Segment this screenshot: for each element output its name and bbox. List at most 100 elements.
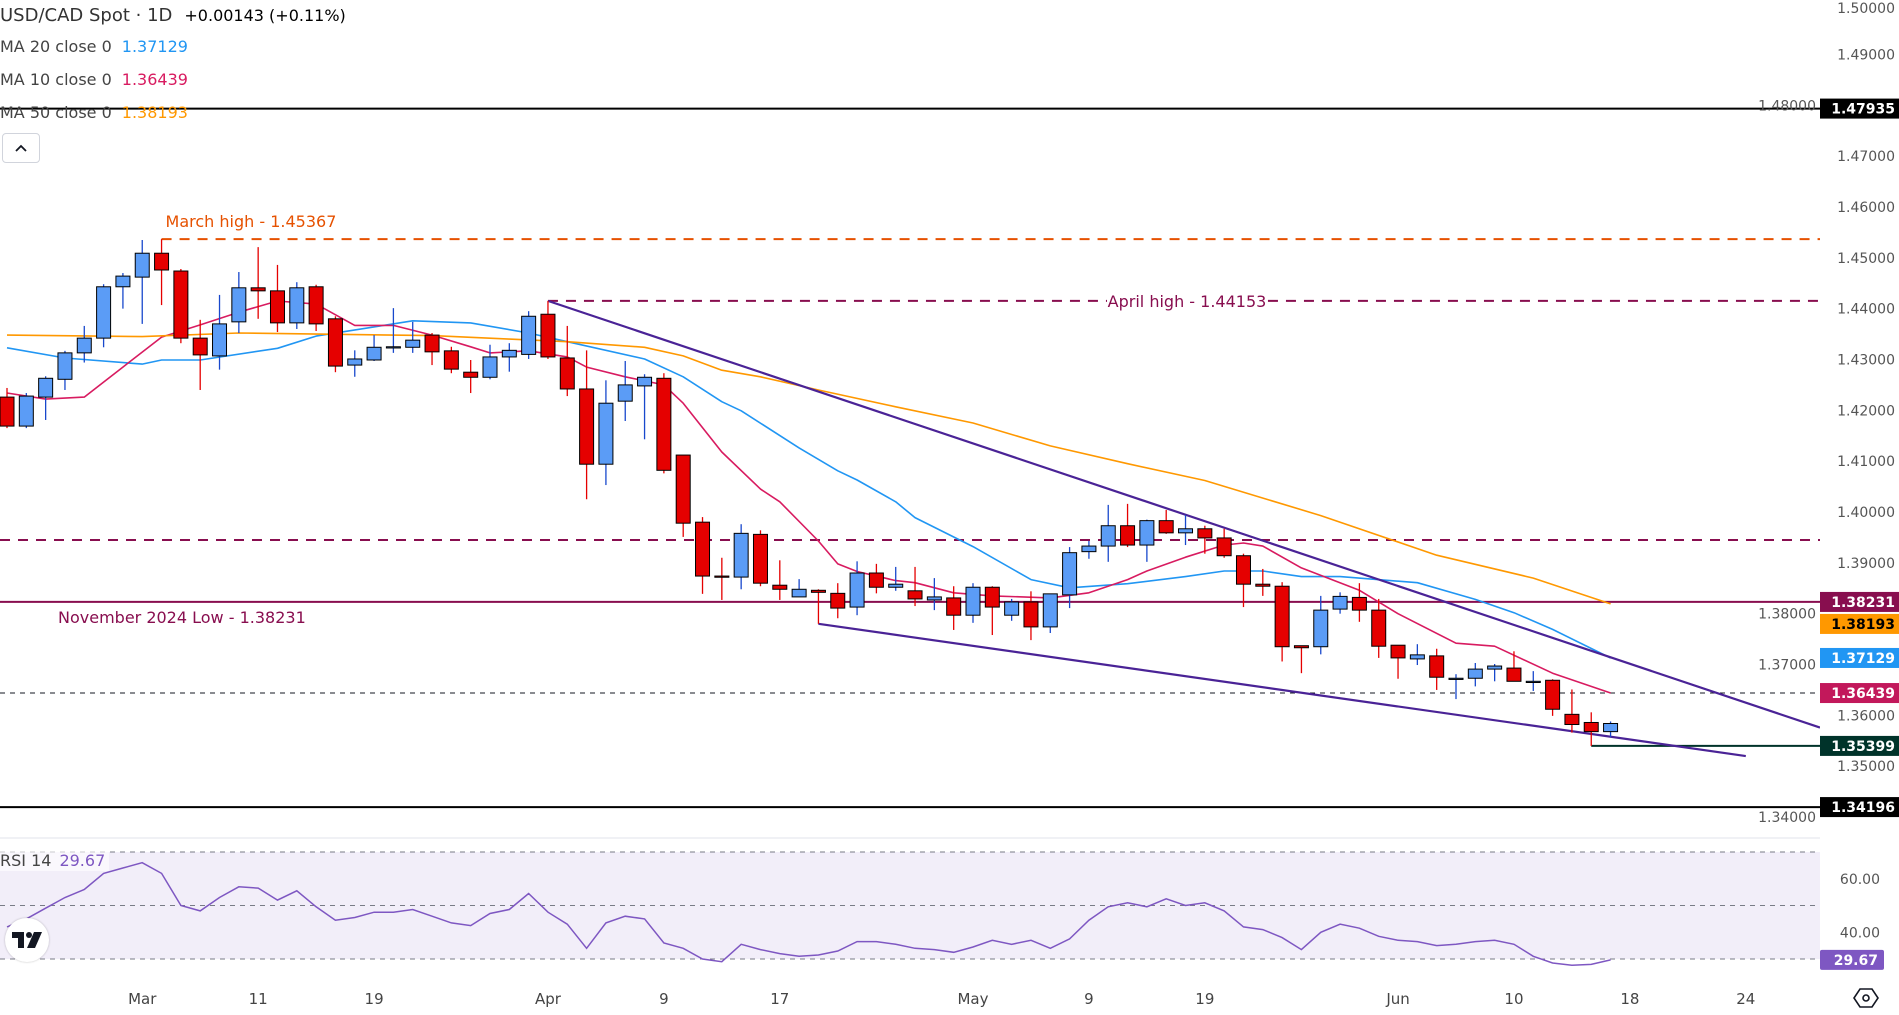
candle-body (1120, 525, 1136, 546)
price-tick-label: 1.40000 (1837, 505, 1895, 521)
candle (1506, 651, 1522, 682)
candle-body (907, 590, 923, 600)
candles (0, 239, 1619, 746)
time-axis[interactable]: Mar 11 19 Apr 9 17 May 9 19 Jun 10 18 24 (128, 990, 1755, 1008)
time-tick-label[interactable]: May (957, 990, 988, 1008)
time-tick-label[interactable]: 10 (1504, 990, 1523, 1008)
price-tick-label: 1.41000 (1837, 454, 1895, 470)
candle-body (888, 583, 904, 588)
candle (1545, 679, 1561, 716)
indicator-ma20[interactable]: MA 20 close 0 1.37129 (0, 30, 346, 63)
candle (424, 333, 440, 366)
candle (1603, 721, 1619, 738)
candle-body (598, 402, 614, 465)
candle-body (405, 339, 421, 348)
candle-body (868, 572, 884, 588)
candle (1409, 644, 1425, 666)
time-tick-label[interactable]: 19 (365, 990, 384, 1008)
indicator-ma10[interactable]: MA 10 close 0 1.36439 (0, 63, 346, 96)
candle-body (1197, 528, 1213, 539)
candle-body (115, 275, 131, 288)
candle (18, 393, 34, 429)
candle (772, 560, 788, 600)
candle-body (791, 588, 807, 598)
price-axis[interactable]: 1.50000 1.49000 1.48000 1.47000 1.46000 1.450… (1758, 0, 1899, 975)
candle-body (18, 395, 34, 427)
price-tick-label: 1.35000 (1837, 759, 1895, 775)
candle (1023, 591, 1039, 641)
candle (327, 316, 343, 373)
candle-body (637, 376, 653, 387)
collapse-legend-button[interactable] (2, 133, 40, 163)
candle (1158, 509, 1174, 534)
time-tick-label[interactable]: 9 (659, 990, 669, 1008)
symbol-title[interactable]: USD/CAD Spot · 1D (0, 4, 173, 26)
candle-body (965, 586, 981, 616)
candle (868, 563, 884, 594)
candle-body (1062, 552, 1078, 596)
candle (1371, 598, 1387, 658)
candle-body (38, 377, 54, 398)
candle (1429, 648, 1445, 690)
level-label: March high - 1.45367 (166, 212, 337, 231)
candle (308, 284, 324, 332)
chevron-up-icon (15, 144, 27, 152)
rsi-label: RSI 14 (0, 851, 52, 870)
price-tag-bg (1820, 683, 1899, 704)
price-tag-label: 1.47935 (1831, 102, 1895, 118)
candle (463, 359, 479, 394)
candle (1448, 674, 1464, 700)
candle-body (810, 589, 826, 593)
price-tick-label: 1.34000 (1758, 810, 1816, 826)
time-tick-label[interactable]: 24 (1736, 990, 1755, 1008)
candle-body (752, 533, 768, 584)
candle-body (1390, 644, 1406, 659)
candle (501, 343, 517, 372)
candle-body (849, 572, 865, 608)
price-tag-label: 1.34196 (1831, 800, 1895, 816)
candle-body (656, 377, 672, 471)
time-tick-label[interactable]: 18 (1620, 990, 1639, 1008)
time-tick-label[interactable]: 19 (1195, 990, 1214, 1008)
candle-body (1100, 525, 1116, 547)
candle (1197, 525, 1213, 554)
candle (76, 325, 92, 363)
time-tick-label[interactable]: 11 (249, 990, 268, 1008)
candle (656, 373, 672, 474)
chart-settings-button[interactable] (1852, 986, 1880, 1010)
candle (637, 374, 653, 440)
candle (1564, 689, 1580, 733)
price-tick-label: 1.46000 (1837, 200, 1895, 216)
candle (888, 566, 904, 591)
candle-body (308, 286, 324, 325)
time-tick-label[interactable]: Jun (1385, 990, 1409, 1008)
candle (57, 350, 73, 390)
candle (926, 578, 942, 611)
candle-body (675, 454, 691, 524)
level-label: November 2024 Low - 1.38231 (58, 608, 306, 627)
candle-body (250, 287, 266, 292)
rsi-legend[interactable]: RSI 14 29.67 (0, 850, 110, 871)
candle-body (366, 346, 382, 361)
candle (366, 335, 382, 362)
candle (1332, 592, 1348, 614)
time-tick-label[interactable]: 17 (770, 990, 789, 1008)
candle-body (1274, 585, 1290, 648)
tradingview-logo[interactable] (5, 918, 49, 962)
time-tick-label[interactable]: Mar (128, 990, 157, 1008)
candle (579, 350, 595, 500)
price-tick-label: 1.49000 (1837, 47, 1895, 63)
time-tick-label[interactable]: Apr (535, 990, 562, 1008)
indicator-label: MA 10 close 0 (0, 70, 112, 89)
candle (965, 583, 981, 623)
indicator-ma50[interactable]: MA 50 close 0 1.38193 (0, 96, 346, 129)
rsi-tag-label: 29.67 (1834, 953, 1878, 969)
price-tag-bg (1820, 613, 1899, 634)
candle (405, 321, 421, 353)
price-tag-label: 1.38193 (1831, 617, 1895, 633)
ma-line-ma10 (6, 300, 1611, 694)
time-tick-label[interactable]: 9 (1084, 990, 1094, 1008)
candle (1487, 664, 1503, 682)
candle (1351, 583, 1367, 622)
